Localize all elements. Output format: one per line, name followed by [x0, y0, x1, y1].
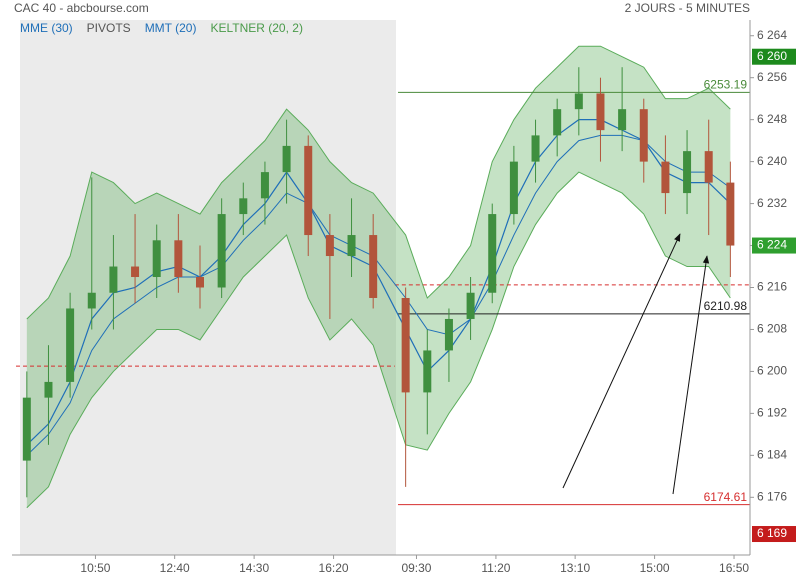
- x-tick-label: 14:30: [239, 561, 269, 575]
- y-tick-label: 6 248: [757, 112, 787, 126]
- candle-body: [618, 109, 627, 131]
- candle-body: [260, 172, 269, 199]
- x-tick-label: 12:40: [160, 561, 190, 575]
- candle-body: [423, 350, 432, 393]
- y-tick-label: 6 208: [757, 322, 787, 336]
- y-tick-label: 6 184: [757, 448, 787, 462]
- candle-body: [325, 235, 334, 257]
- candle-body: [369, 235, 378, 298]
- chart-subtitle: 2 JOURS - 5 MINUTES: [625, 1, 750, 15]
- candle-body: [44, 381, 53, 398]
- legend-entry: KELTNER (20, 2): [210, 21, 302, 35]
- candle-body: [304, 145, 313, 236]
- candle-body: [87, 292, 96, 309]
- candle-body: [196, 277, 204, 288]
- candle-body: [488, 214, 497, 293]
- price-badge-label: 6 169: [757, 526, 787, 540]
- y-tick-label: 6 200: [757, 364, 787, 378]
- chart-title: CAC 40 - abcbourse.com: [14, 1, 149, 15]
- previous-session: [20, 20, 396, 555]
- x-tick-label: 15:00: [640, 561, 670, 575]
- candle-body: [726, 182, 735, 246]
- x-tick-label: 16:50: [719, 561, 749, 575]
- x-tick-label: 09:30: [401, 561, 431, 575]
- candle-body: [22, 397, 31, 461]
- candle-body: [217, 214, 226, 288]
- candle-body: [531, 135, 540, 162]
- candle-body: [282, 145, 291, 173]
- level-label: 6174.61: [704, 490, 748, 504]
- y-tick-label: 6 176: [757, 489, 787, 503]
- legend-entry: PIVOTS: [87, 21, 131, 35]
- x-tick-label: 16:20: [319, 561, 349, 575]
- candle-body: [574, 93, 583, 110]
- candle-body: [109, 266, 118, 293]
- keltner-upper: [26, 45, 731, 320]
- candle-body: [596, 93, 605, 131]
- x-tick-label: 13:10: [560, 561, 590, 575]
- plot: MME (30) PIVOTS MMT (20) KELTNER (20, 2) 625…: [16, 21, 796, 575]
- candle-body: [401, 297, 410, 393]
- candle-body: [639, 109, 648, 162]
- x-tick-label: 11:20: [481, 561, 510, 575]
- x-tick-label: 10:50: [80, 561, 110, 575]
- candle-body: [553, 109, 562, 136]
- y-tick-label: 6 192: [757, 406, 787, 420]
- y-tick-label: 6 256: [757, 70, 787, 84]
- level-label: 6210.98: [704, 299, 748, 313]
- candle-body: [509, 161, 518, 215]
- candle-body: [683, 151, 692, 194]
- level-label: 6253.19: [704, 78, 748, 92]
- candle-body: [131, 266, 140, 278]
- y-tick-label: 6 216: [757, 280, 787, 294]
- y-tick-label: 6 232: [757, 196, 787, 210]
- candle-body: [704, 151, 713, 183]
- candle-body: [174, 240, 183, 278]
- legend-entry: MMT (20): [145, 21, 197, 35]
- y-tick-label: 6 264: [757, 28, 787, 42]
- candle-body: [152, 240, 161, 278]
- annotation-arrow: [562, 233, 681, 489]
- candle-body: [661, 161, 670, 194]
- price-badge: [752, 237, 796, 254]
- price-badge-label: 6 224: [757, 238, 787, 252]
- candle-body: [66, 308, 75, 382]
- price-badge: [752, 48, 796, 65]
- candle-body: [466, 292, 475, 319]
- y-tick-label: 6 240: [757, 154, 787, 168]
- price-badge-label: 6 260: [757, 49, 787, 63]
- legend-entry: MME (30): [20, 21, 73, 35]
- price-badge: [752, 526, 796, 543]
- annotation-arrow: [672, 255, 710, 495]
- candle-body: [347, 235, 356, 257]
- candle-body: [239, 198, 248, 215]
- keltner-lower: [26, 171, 731, 509]
- candle-body: [444, 318, 453, 351]
